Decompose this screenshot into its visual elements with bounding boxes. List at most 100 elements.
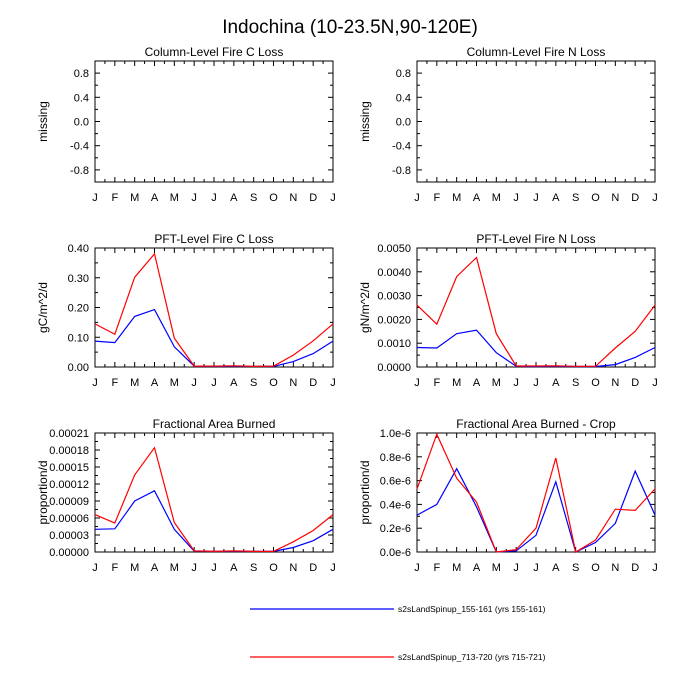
x-tick-label: J <box>533 377 539 389</box>
x-tick-label: J <box>191 377 197 389</box>
series-line-blue <box>416 329 656 368</box>
x-tick-label: J <box>191 562 197 574</box>
x-tick-label: A <box>230 377 238 389</box>
y-tick-label: 0.00021 <box>49 428 89 440</box>
x-tick-label: A <box>230 562 238 574</box>
x-tick-label: S <box>572 377 579 389</box>
legend-label-1: s2sLandSpinup_155-161 (yrs 155-161) <box>398 604 546 614</box>
legend-label-2: s2sLandSpinup_713-720 (yrs 715-721) <box>398 652 546 662</box>
x-tick-label: F <box>111 562 118 574</box>
x-tick-label: J <box>652 192 658 204</box>
x-tick-label: J <box>330 562 336 574</box>
x-tick-label: A <box>473 377 481 389</box>
x-tick-label: A <box>151 377 159 389</box>
x-tick-label: M <box>452 377 461 389</box>
y-tick-label: 0.00003 <box>49 530 89 542</box>
y-tick-label: 0.00 <box>68 362 89 374</box>
y-axis-label: gC/m^2/d <box>36 282 50 333</box>
legend: s2sLandSpinup_155-161 (yrs 155-161) s2sLa… <box>250 604 546 662</box>
y-tick-label: 0.40 <box>68 243 89 255</box>
y-tick-label: 0.0 <box>74 117 89 129</box>
x-tick-label: N <box>611 562 619 574</box>
x-tick-label: M <box>492 192 501 204</box>
x-tick-label: D <box>631 562 639 574</box>
y-tick-label: 0.00015 <box>49 462 89 474</box>
panel-title: PFT-Level Fire N Loss <box>476 232 595 246</box>
x-tick-label: J <box>533 562 539 574</box>
y-tick-label: 1.0e-6 <box>380 428 411 440</box>
y-axis-label: missing <box>36 101 50 142</box>
panel-6: Fractional Area Burned - Crop proportion/… <box>358 417 658 574</box>
y-tick-label: 0.8 <box>74 68 89 80</box>
plot-frame <box>94 247 334 368</box>
x-tick-label: M <box>170 377 179 389</box>
y-tick-label: 0.0030 <box>377 291 411 303</box>
y-axis-label: proportion/d <box>358 460 372 524</box>
x-tick-label: M <box>170 562 179 574</box>
x-tick-label: M <box>130 377 139 389</box>
x-tick-label: F <box>111 377 118 389</box>
y-tick-label: 0.00009 <box>49 496 89 508</box>
y-tick-label: 0.10 <box>68 332 89 344</box>
x-tick-label: J <box>92 192 98 204</box>
x-tick-label: S <box>250 377 257 389</box>
x-tick-label: J <box>414 192 420 204</box>
y-axis-label: missing <box>358 101 372 142</box>
x-tick-label: A <box>552 192 560 204</box>
y-tick-label: 0.20 <box>68 303 89 315</box>
x-tick-label: J <box>414 377 420 389</box>
x-tick-label: A <box>473 562 481 574</box>
x-tick-label: J <box>92 562 98 574</box>
y-tick-label: 0.4 <box>74 92 89 104</box>
y-tick-label: 0.0 <box>396 117 411 129</box>
x-tick-label: J <box>513 562 519 574</box>
x-tick-label: D <box>631 377 639 389</box>
x-tick-label: D <box>631 192 639 204</box>
x-tick-label: M <box>452 192 461 204</box>
x-tick-label: S <box>250 562 257 574</box>
series-line-blue <box>416 467 656 553</box>
panel-title: Column-Level Fire N Loss <box>467 45 606 59</box>
panel-title: Column-Level Fire C Loss <box>145 45 284 59</box>
y-tick-label: 0.0020 <box>377 314 411 326</box>
x-tick-label: J <box>513 192 519 204</box>
y-tick-label: 0.0000 <box>377 362 411 374</box>
x-tick-label: J <box>533 192 539 204</box>
y-tick-label: 0.00018 <box>49 445 89 457</box>
x-tick-label: A <box>552 377 560 389</box>
x-tick-label: J <box>211 562 217 574</box>
x-tick-label: A <box>473 192 481 204</box>
x-tick-label: J <box>414 562 420 574</box>
x-tick-label: A <box>151 192 159 204</box>
y-tick-label: -0.8 <box>392 165 411 177</box>
x-tick-label: A <box>151 562 159 574</box>
y-tick-label: 0.0050 <box>377 243 411 255</box>
panel-title: PFT-Level Fire C Loss <box>154 232 273 246</box>
y-tick-label: 0.00006 <box>49 513 89 525</box>
x-tick-label: M <box>130 562 139 574</box>
x-tick-label: N <box>611 377 619 389</box>
panel-title: Fractional Area Burned - Crop <box>456 417 616 431</box>
plot-frame <box>416 60 656 183</box>
x-tick-label: J <box>330 192 336 204</box>
x-tick-label: J <box>211 192 217 204</box>
x-tick-label: N <box>289 562 297 574</box>
x-tick-label: D <box>309 562 317 574</box>
x-tick-label: S <box>250 192 257 204</box>
series-line-blue <box>94 489 334 553</box>
y-tick-label: -0.4 <box>70 141 89 153</box>
x-tick-label: M <box>492 377 501 389</box>
x-tick-label: O <box>591 377 600 389</box>
y-axis-label: gN/m^2/d <box>358 282 372 333</box>
x-tick-label: M <box>170 192 179 204</box>
series-line-red <box>416 256 656 367</box>
y-tick-label: 0.8 <box>396 68 411 80</box>
x-tick-label: N <box>611 192 619 204</box>
x-tick-label: J <box>652 562 658 574</box>
x-tick-label: O <box>591 192 600 204</box>
